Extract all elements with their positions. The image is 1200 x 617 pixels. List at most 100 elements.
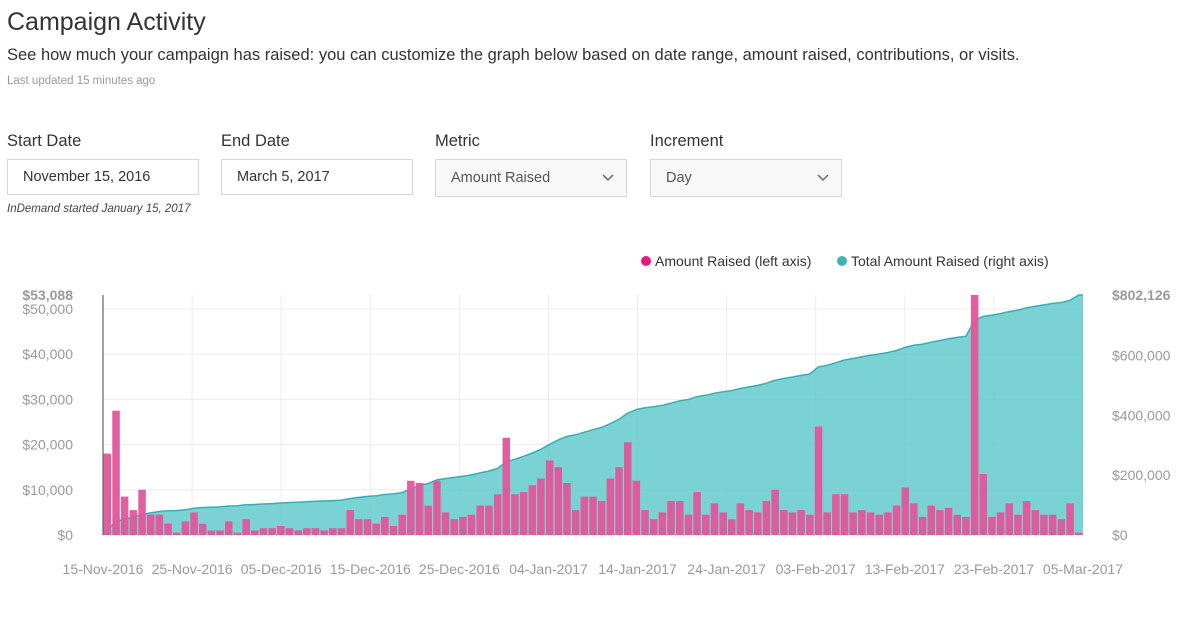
amount-raised-bar xyxy=(953,514,961,535)
x-axis-tick-label: 03-Feb-2017 xyxy=(776,561,856,577)
amount-raised-bar xyxy=(207,530,216,535)
amount-raised-bar xyxy=(363,519,372,535)
amount-raised-bar xyxy=(372,523,380,535)
amount-raised-bar xyxy=(788,512,797,535)
amount-raised-bar xyxy=(910,503,918,535)
amount-raised-bar xyxy=(884,512,892,535)
legend-amount-raised[interactable]: Amount Raised (left axis) xyxy=(641,253,811,269)
increment-label: Increment xyxy=(650,132,724,150)
left-axis-tick-label: $20,000 xyxy=(22,437,73,453)
start-date-label: Start Date xyxy=(7,132,82,150)
campaign-activity-chart[interactable]: $0 $10,000 $20,000 $30,000 $40,000 $50,000$53… xyxy=(0,280,1200,585)
amount-raised-bar xyxy=(433,480,441,535)
amount-raised-bar xyxy=(832,494,840,535)
page-description: See how much your campaign has raised: y… xyxy=(7,46,1020,64)
amount-raised-bar xyxy=(424,505,432,535)
amount-raised-bar xyxy=(650,519,658,535)
amount-raised-bar xyxy=(944,507,953,535)
increment-select-value: Day xyxy=(666,170,692,186)
amount-raised-bar xyxy=(1031,510,1040,535)
x-axis-tick-label: 25-Nov-2016 xyxy=(152,561,233,577)
amount-raised-bar xyxy=(736,503,745,535)
amount-raised-bar xyxy=(676,501,684,535)
legend-total-raised[interactable]: Total Amount Raised (right axis) xyxy=(837,253,1049,269)
amount-raised-bar xyxy=(398,514,406,535)
amount-raised-bar xyxy=(875,514,883,535)
amount-raised-bar xyxy=(901,487,909,535)
start-date-input[interactable]: November 15, 2016 xyxy=(7,159,199,195)
amount-raised-bar xyxy=(199,523,207,535)
amount-raised-bar xyxy=(242,519,250,535)
amount-raised-bar xyxy=(502,437,510,535)
amount-raised-bar xyxy=(970,295,979,535)
amount-raised-bar xyxy=(979,474,987,535)
amount-raised-bar xyxy=(918,516,927,535)
amount-raised-bar xyxy=(528,485,537,535)
amount-raised-bar xyxy=(511,494,519,535)
metric-select[interactable]: Amount Raised xyxy=(435,159,627,197)
amount-raised-bar xyxy=(589,496,597,535)
amount-raised-bar xyxy=(927,505,935,535)
x-axis-tick-label: 23-Feb-2017 xyxy=(954,561,1034,577)
amount-raised-bar xyxy=(1040,514,1048,535)
amount-raised-bar xyxy=(129,510,138,535)
amount-raised-bar xyxy=(667,501,675,535)
increment-select[interactable]: Day xyxy=(650,159,842,197)
end-date-input[interactable]: March 5, 2017 xyxy=(221,159,413,195)
amount-raised-bar xyxy=(216,530,224,535)
amount-raised-bar xyxy=(181,521,190,535)
amount-raised-bar xyxy=(120,496,129,535)
left-axis-tick-label: $40,000 xyxy=(22,346,73,362)
amount-raised-bar xyxy=(988,516,996,535)
amount-raised-bar xyxy=(138,489,146,535)
metric-label: Metric xyxy=(435,132,480,150)
x-axis-tick-label: 05-Mar-2017 xyxy=(1043,561,1123,577)
amount-raised-bar xyxy=(632,480,641,535)
metric-select-value: Amount Raised xyxy=(451,170,551,186)
amount-raised-bar xyxy=(407,480,415,535)
left-axis-max-label: $53,088 xyxy=(22,287,73,303)
amount-raised-bar xyxy=(624,442,632,535)
amount-raised-bar xyxy=(823,512,831,535)
total-raised-area xyxy=(103,295,1083,535)
amount-raised-bar xyxy=(658,512,667,535)
amount-raised-bar xyxy=(1005,503,1013,535)
amount-raised-bar xyxy=(606,478,615,535)
legend-total-raised-label: Total Amount Raised (right axis) xyxy=(851,253,1049,269)
right-axis-max-label: $802,126 xyxy=(1112,287,1171,303)
indemand-start-note: InDemand started January 15, 2017 xyxy=(7,203,191,215)
amount-raised-bar xyxy=(320,530,328,535)
amount-raised-bar xyxy=(936,510,944,535)
amount-raised-bar xyxy=(459,516,467,535)
amount-raised-bar xyxy=(337,528,346,535)
amount-raised-bar xyxy=(467,514,476,535)
amount-raised-bar xyxy=(615,467,623,535)
right-axis-tick-label: $0 xyxy=(1112,527,1128,543)
right-axis-tick-label: $200,000 xyxy=(1112,467,1171,483)
legend-teal-dot xyxy=(837,256,847,266)
amount-raised-bar xyxy=(858,510,866,535)
x-axis-tick-label: 05-Dec-2016 xyxy=(241,561,322,577)
amount-raised-bar xyxy=(1074,532,1083,535)
amount-raised-bar xyxy=(1022,501,1031,535)
amount-raised-bar xyxy=(259,528,268,535)
amount-raised-bar xyxy=(641,510,649,535)
amount-raised-bar xyxy=(1048,514,1057,535)
amount-raised-bar xyxy=(806,514,814,535)
amount-raised-bar xyxy=(103,453,112,535)
amount-raised-bar xyxy=(814,426,823,535)
amount-raised-bar xyxy=(147,514,155,535)
amount-raised-bar xyxy=(571,510,580,535)
amount-raised-bar xyxy=(441,512,450,535)
last-updated-text: Last updated 15 minutes ago xyxy=(7,75,156,87)
amount-raised-bar xyxy=(251,530,259,535)
amount-raised-bar xyxy=(389,526,398,535)
amount-raised-bar xyxy=(268,528,276,535)
chevron-down-icon xyxy=(602,174,614,182)
amount-raised-bar xyxy=(710,503,719,535)
amount-raised-bar xyxy=(225,521,233,535)
x-axis-tick-label: 04-Jan-2017 xyxy=(509,561,588,577)
end-date-label: End Date xyxy=(221,132,290,150)
end-date-value: March 5, 2017 xyxy=(237,169,330,185)
amount-raised-bar xyxy=(866,512,875,535)
